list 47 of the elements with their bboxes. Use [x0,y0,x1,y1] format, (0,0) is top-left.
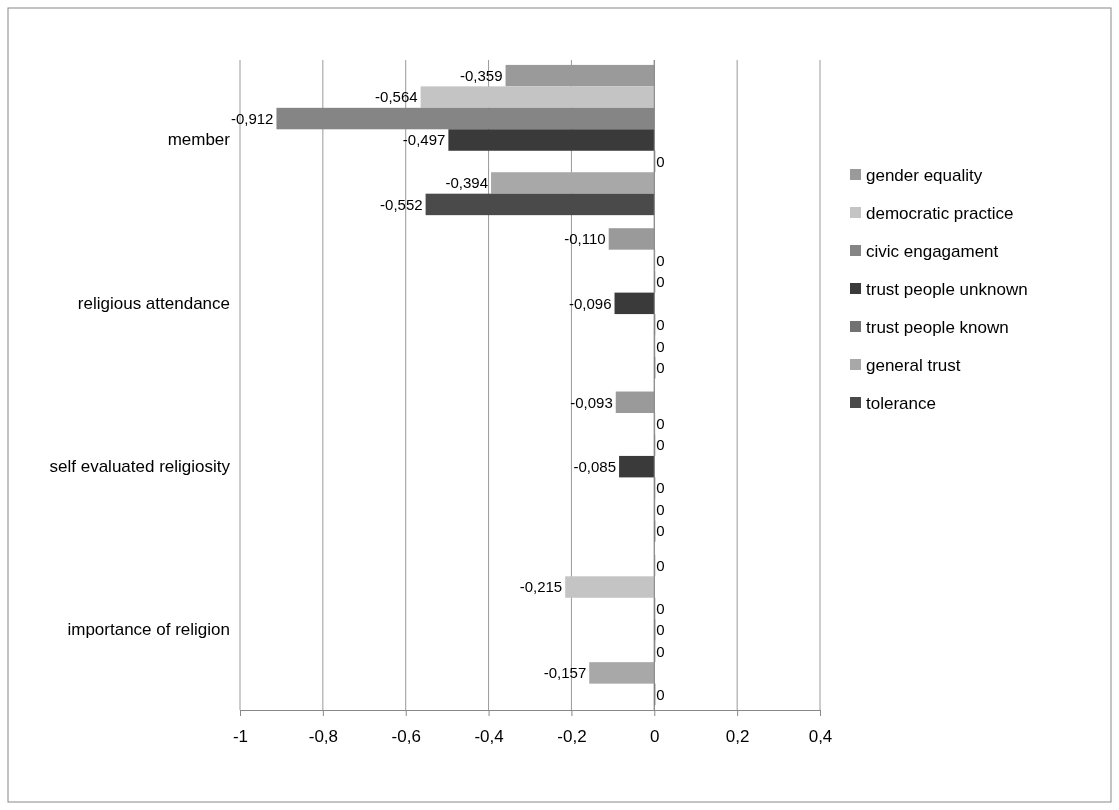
data-label: -0,215 [519,578,563,596]
data-label: -0,497 [402,131,446,149]
y-tick-label: religious attendance [77,293,230,313]
x-tick-label: -0,8 [308,727,339,747]
data-label: -0,394 [445,174,489,192]
x-tick-label: -1 [232,727,249,747]
x-tick-label: 0,4 [808,727,833,747]
x-tick-label: 0,2 [725,727,750,747]
legend-label: trust people unknown [866,279,1028,299]
data-label: -0,564 [375,88,418,106]
data-label: 0 [656,479,665,497]
x-tick-label: 0 [650,727,660,747]
legend-label: tolerance [866,393,936,413]
data-label: 0 [656,556,665,574]
legend-label: civic engagament [866,241,999,261]
data-label: 0 [656,152,665,170]
legend-label: gender equality [866,165,983,185]
data-label: 0 [656,414,665,432]
data-label: 0 [656,642,665,660]
data-label: 0 [656,500,665,518]
data-label: -0,912 [230,109,274,127]
x-tick-label: -0,2 [557,727,587,747]
data-label: -0,093 [570,393,613,411]
data-label: -0,552 [380,195,423,213]
data-label: 0 [656,621,665,639]
data-label: -0,359 [460,66,503,84]
data-label: -0,157 [543,664,587,682]
legend-label: trust people known [866,317,1009,337]
x-tick-label: -0,6 [391,727,421,747]
data-label: 0 [656,358,665,376]
x-tick-label: -0,4 [474,727,504,747]
y-tick-label: importance of religion [67,620,230,640]
data-label: 0 [656,685,665,703]
data-label: 0 [656,436,665,454]
y-tick-label: self evaluated religiosity [49,457,231,477]
data-label: 0 [656,522,665,540]
legend-label: general trust [866,355,961,375]
data-label: 0 [656,251,665,269]
legend-label: democratic practice [866,203,1014,223]
y-tick-label: member [167,130,231,150]
data-label: 0 [656,316,665,334]
data-label: -0,085 [573,457,617,475]
data-label: -0,110 [564,230,606,248]
data-label: 0 [656,273,665,291]
data-label: 0 [656,337,665,355]
data-label: 0 [656,599,665,617]
data-label: -0,096 [568,294,612,312]
